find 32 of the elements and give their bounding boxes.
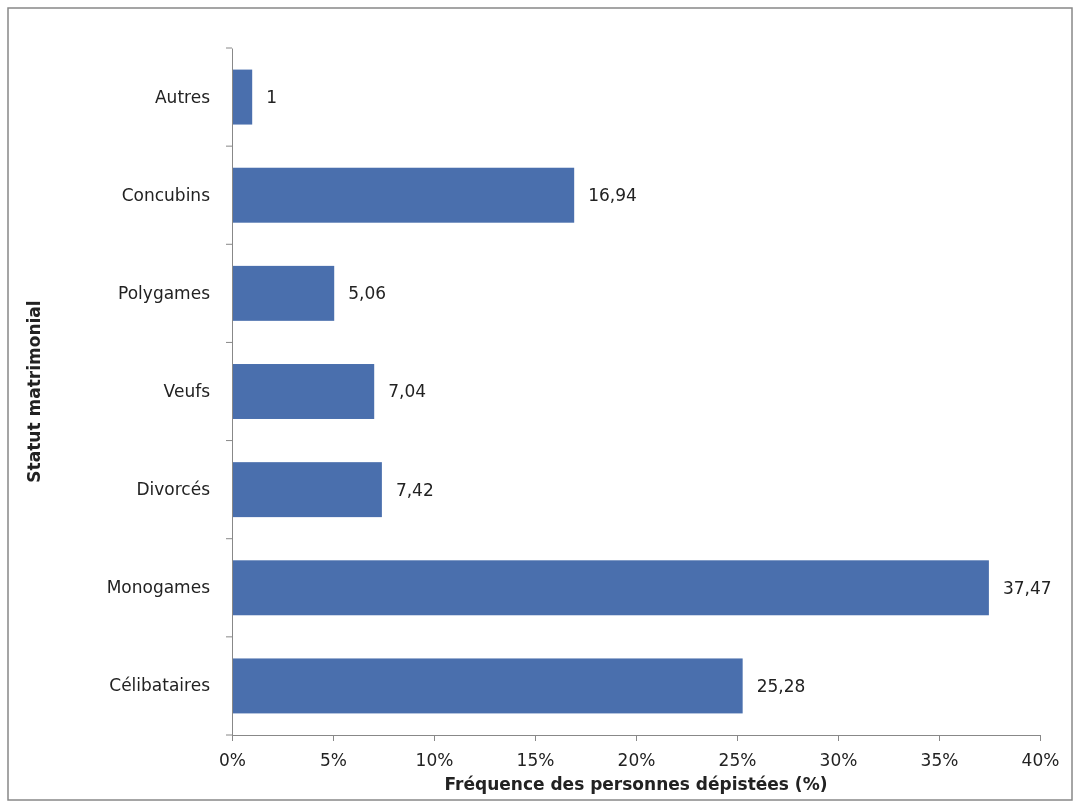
y-tick-label: Monogames: [106, 577, 211, 598]
y-tick-label: Concubins: [121, 184, 211, 205]
y-tick-label: Divorcés: [136, 479, 211, 500]
y-tick-label: Polygames: [118, 282, 211, 303]
y-tick-label: Autres: [154, 86, 211, 107]
bar: [232, 462, 382, 518]
bar: [232, 560, 989, 616]
x-axis-title: Fréquence des personnes dépistées (%): [444, 774, 828, 794]
x-tick-label: 5%: [320, 750, 347, 771]
bar: [232, 69, 253, 125]
data-label: 37,47: [1002, 577, 1052, 598]
x-tick-label: 10%: [415, 750, 454, 771]
y-axis-title: Statut matrimonial: [24, 300, 44, 483]
x-tick-label: 20%: [617, 750, 656, 771]
data-label: 25,28: [756, 675, 806, 696]
y-tick-label: Célibataires: [109, 675, 211, 696]
x-tick-label: 15%: [516, 750, 555, 771]
data-label: 16,94: [588, 185, 637, 206]
x-tick-label: 35%: [920, 750, 959, 771]
x-tick-label: 40%: [1021, 750, 1060, 771]
x-tick-label: 0%: [219, 750, 246, 771]
bar: [232, 658, 743, 714]
y-tick-label: Veufs: [163, 380, 211, 401]
bar: [232, 167, 575, 223]
bar: [232, 364, 375, 419]
data-label: 1: [266, 87, 278, 108]
data-label: 7,42: [395, 479, 434, 500]
x-tick-label: 30%: [819, 750, 858, 771]
data-label: 5,06: [348, 283, 387, 304]
data-label: 7,04: [388, 381, 427, 402]
x-tick-label: 25%: [718, 750, 757, 771]
bar: [232, 265, 335, 321]
